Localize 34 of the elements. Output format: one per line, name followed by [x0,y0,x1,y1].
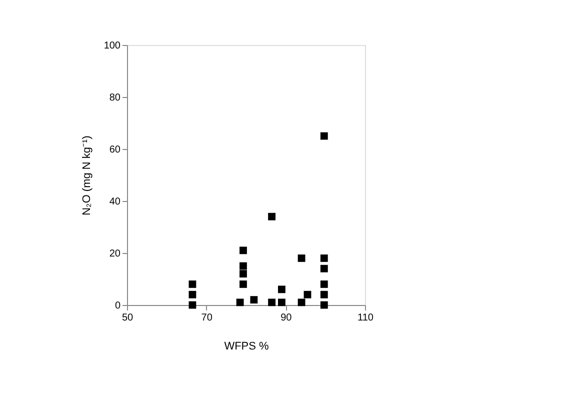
point [188,301,196,309]
point [320,264,328,272]
point [278,286,286,294]
point [298,254,306,262]
point [268,298,276,306]
point [320,254,328,262]
point [188,290,196,298]
y-tick-label: 100 [104,40,121,52]
x-tick-label: 70 [201,312,213,324]
y-tick-label: 20 [109,248,121,260]
point [304,290,312,298]
point [188,280,196,288]
y-tick-label: 0 [114,300,121,312]
point [240,246,247,254]
point [250,296,258,304]
y-tick-label: 40 [109,196,121,208]
point [320,301,328,309]
point [278,298,286,306]
y-tick-label: 80 [109,92,121,104]
point [240,270,247,278]
point [320,290,328,298]
point [298,298,306,306]
point [240,280,247,288]
x-tick-label: 50 [122,312,134,324]
x-tick-label: 90 [280,312,292,324]
x-axis-title: WFPS % [224,340,270,352]
y-axis-title: N₂O (mg N kg⁻¹) [80,136,93,216]
point [320,132,328,140]
point [236,298,244,306]
y-tick-label: 60 [109,144,121,156]
point [320,280,328,288]
point [240,262,247,270]
point [268,212,276,220]
x-tick-label: 110 [358,312,374,324]
